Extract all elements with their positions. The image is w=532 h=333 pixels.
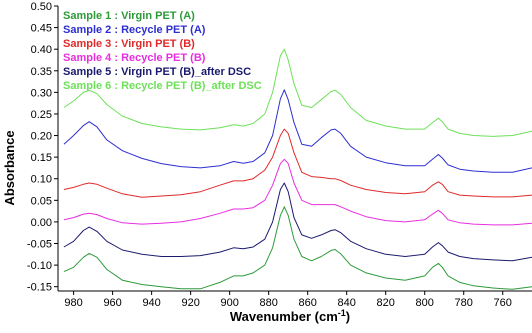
x-tick-label: 920 — [181, 297, 199, 309]
series-line-4 — [63, 158, 532, 226]
y-tick-label: 0.45 — [31, 23, 52, 35]
x-tick-label: 980 — [64, 297, 82, 309]
y-tick-label: 0.40 — [31, 44, 52, 56]
legend-entry-5: Sample 5 : Virgin PET (B)_after DSC — [63, 66, 251, 78]
x-axis-title: Wavenumber (cm-1) — [230, 308, 350, 324]
y-axis-title: Absorbance — [2, 130, 17, 205]
y-tick-label: 0.00 — [31, 217, 52, 229]
x-tick-label: 940 — [142, 297, 160, 309]
y-tick-label: 0.35 — [31, 66, 52, 78]
series-line-2 — [63, 89, 532, 173]
legend-entry-3: Sample 3 : Virgin PET (B) — [63, 38, 195, 50]
x-tick-label: 900 — [220, 297, 238, 309]
x-tick-label: 880 — [259, 297, 277, 309]
y-tick-label: 0.10 — [31, 174, 52, 186]
y-tick-label: 0.20 — [31, 131, 52, 143]
x-tick-label: 800 — [416, 297, 434, 309]
y-tick-label: -0.05 — [27, 239, 52, 251]
series-line-5 — [63, 182, 532, 262]
y-tick-label: -0.10 — [27, 260, 52, 272]
y-tick-label: 0.50 — [31, 1, 52, 13]
y-tick-label: 0.25 — [31, 109, 52, 121]
legend-entry-4: Sample 4 : Recycle PET (B) — [63, 52, 206, 64]
series-line-6 — [63, 48, 532, 137]
series-line-3 — [63, 128, 532, 198]
x-tick-label: 760 — [494, 297, 512, 309]
y-tick-label: -0.15 — [27, 282, 52, 294]
legend-entry-6: Sample 6 : Recycle PET (B)_after DSC — [63, 80, 262, 92]
x-tick-label: 840 — [338, 297, 356, 309]
y-tick-label: 0.05 — [31, 195, 52, 207]
x-tick-label: 780 — [455, 297, 473, 309]
x-tick-label: 860 — [298, 297, 316, 309]
series-line-1 — [63, 206, 532, 290]
legend-entry-2: Sample 2 : Recycle PET (A) — [63, 24, 206, 36]
x-tick-label: 960 — [103, 297, 121, 309]
y-tick-label: 0.30 — [31, 87, 52, 99]
x-axis-title-superscript: -1 — [338, 308, 346, 318]
legend-entry-1: Sample 1 : Virgin PET (A) — [63, 10, 195, 22]
x-tick-label: 820 — [377, 297, 395, 309]
x-axis-title-close: ) — [346, 309, 350, 324]
y-tick-label: 0.15 — [31, 152, 52, 164]
x-axis-title-main: Wavenumber (cm — [230, 309, 338, 324]
